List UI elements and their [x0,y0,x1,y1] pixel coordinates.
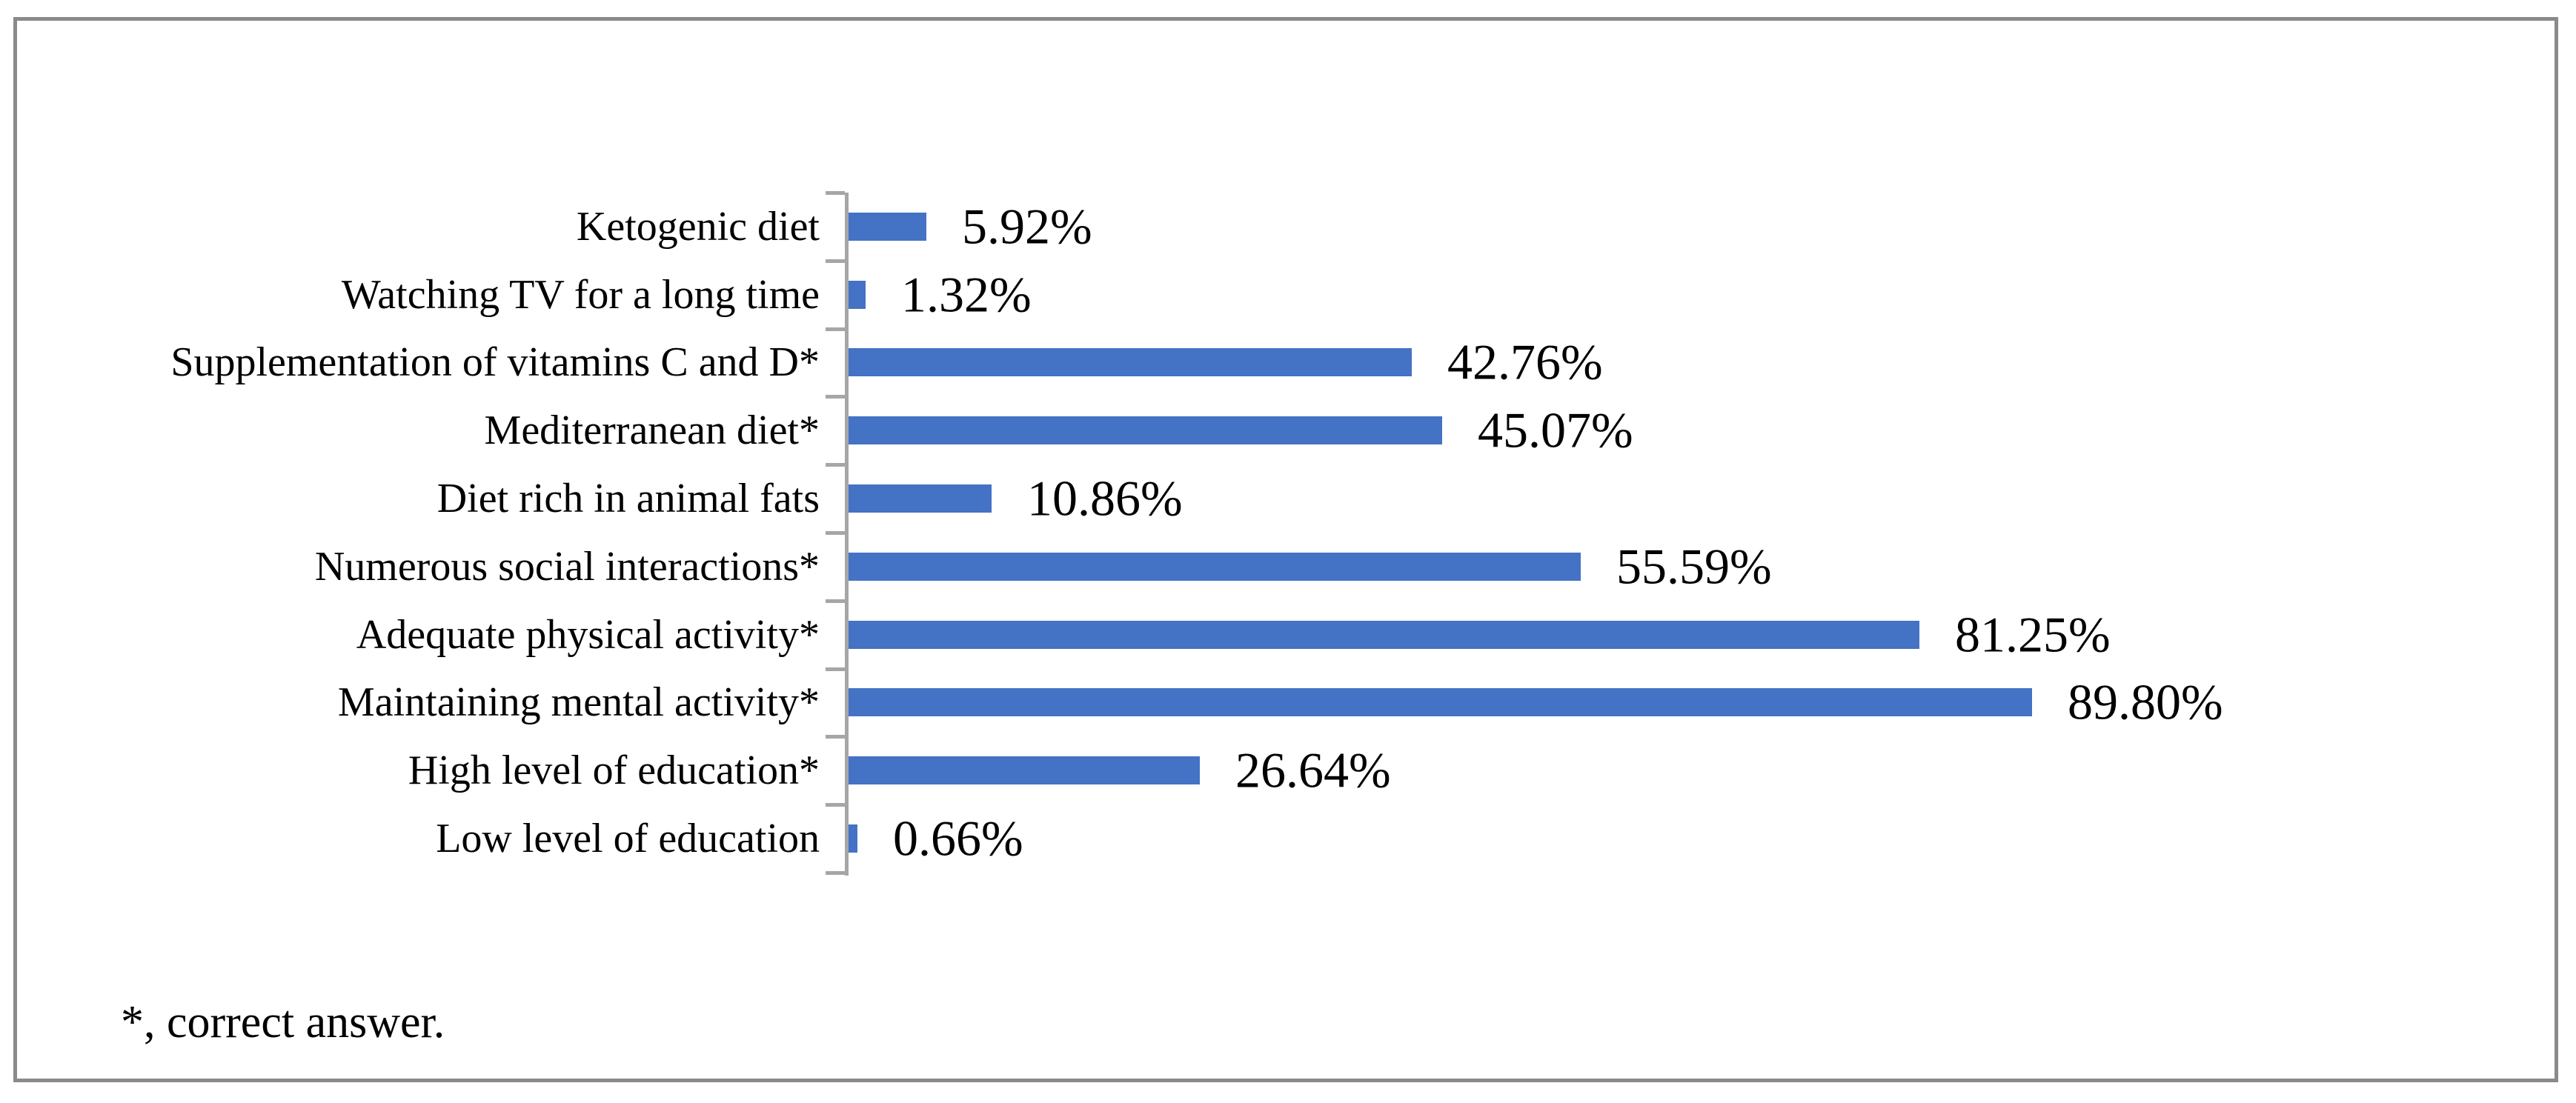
bar [849,620,1919,649]
bar [849,212,926,241]
y-axis-tick [826,463,845,467]
chart-row: Ketogenic diet 5.92% [0,193,2576,261]
value-label: 0.66% [893,810,1023,867]
category-label: Supplementation of vitamins C and D* [170,339,820,386]
chart-row: Low level of education 0.66% [0,804,2576,873]
category-label: Maintaining mental activity* [337,679,820,726]
category-label: Low level of education [436,816,820,862]
chart-row: Supplementation of vitamins C and D* 42.7… [0,329,2576,397]
bar [849,756,1200,785]
y-axis-tick [826,259,845,263]
category-label: Mediterranean diet* [484,407,820,454]
y-axis-tick [826,803,845,807]
category-label: Watching TV for a long time [341,271,820,318]
category-label: Ketogenic diet [576,203,820,250]
chart-row: Maintaining mental activity* 89.80% [0,669,2576,737]
value-label: 10.86% [1027,470,1183,527]
value-label: 45.07% [1478,401,1633,459]
y-axis-line [845,193,849,876]
bar [849,824,857,853]
chart-row: Watching TV for a long time 1.32% [0,261,2576,329]
category-label: Diet rich in animal fats [436,476,820,522]
bar [849,348,1412,377]
y-axis-tick [826,667,845,671]
bar [849,416,1442,445]
y-axis-tick [826,599,845,603]
category-label: Adequate physical activity* [356,611,820,658]
value-label: 1.32% [901,266,1032,323]
y-axis-tick [826,871,845,875]
y-axis-tick [826,735,845,739]
y-axis-tick [826,395,845,399]
category-label: Numerous social interactions* [314,543,820,590]
y-axis-tick [826,531,845,535]
chart-row: High level of education* 26.64% [0,736,2576,804]
value-label: 81.25% [1955,606,2111,663]
bar [849,484,992,513]
chart-row: Diet rich in animal fats 10.86% [0,464,2576,533]
value-label: 5.92% [962,198,1092,255]
bar [849,688,2032,717]
bar [849,280,866,309]
value-label: 55.59% [1616,538,1772,595]
chart-row: Mediterranean diet* 45.07% [0,396,2576,464]
value-label: 89.80% [2068,673,2223,730]
chart-row: Adequate physical activity* 81.25% [0,601,2576,669]
y-axis-tick [826,327,845,331]
figure-border [13,17,2558,1082]
chart-row: Numerous social interactions* 55.59% [0,533,2576,601]
value-label: 26.64% [1235,742,1391,799]
chart-footnote: *, correct answer. [121,997,445,1047]
y-axis-tick [826,191,845,195]
value-label: 42.76% [1447,333,1603,390]
bar [849,552,1581,581]
category-label: High level of education* [408,747,820,794]
